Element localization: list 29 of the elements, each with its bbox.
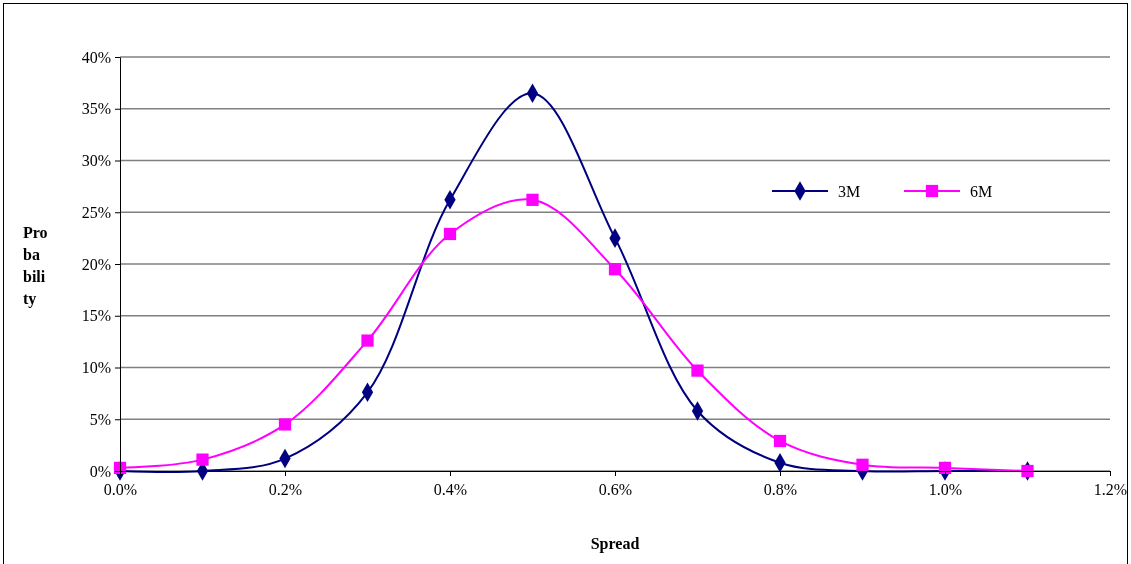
- point: [773, 434, 787, 448]
- y-tick-label: 20%: [81, 255, 111, 273]
- point: [361, 334, 374, 347]
- point: [856, 458, 869, 471]
- point: [196, 453, 209, 466]
- legend-label: 6M: [970, 183, 993, 200]
- x-axis-title: Spread: [590, 535, 640, 553]
- point: [691, 364, 704, 377]
- x-tick-label: 1.2%: [1093, 481, 1128, 499]
- y-tick-label: 30%: [81, 152, 111, 170]
- y-tick-label: 25%: [81, 203, 111, 221]
- x-tick-label: 0.0%: [103, 481, 138, 499]
- point: [526, 193, 539, 206]
- x-tick-label: 0.8%: [763, 481, 798, 499]
- point: [278, 418, 292, 431]
- x-tick-label: 0.4%: [433, 481, 468, 499]
- y-axis-title: Probability: [23, 223, 49, 310]
- y-tick-label: 35%: [81, 100, 111, 118]
- y-tick-label: 40%: [81, 48, 111, 66]
- y-tick-label: 5%: [89, 410, 111, 428]
- y-tick-label: 15%: [81, 307, 111, 325]
- point: [608, 263, 622, 276]
- y-tick-label: 0%: [89, 462, 111, 480]
- x-tick-label: 0.6%: [598, 481, 633, 499]
- y-tick-label: 10%: [81, 359, 111, 377]
- legend-label: 3M: [838, 183, 861, 200]
- x-tick-label: 0.2%: [268, 481, 303, 499]
- point: [443, 227, 457, 241]
- x-tick-label: 1.0%: [928, 481, 963, 499]
